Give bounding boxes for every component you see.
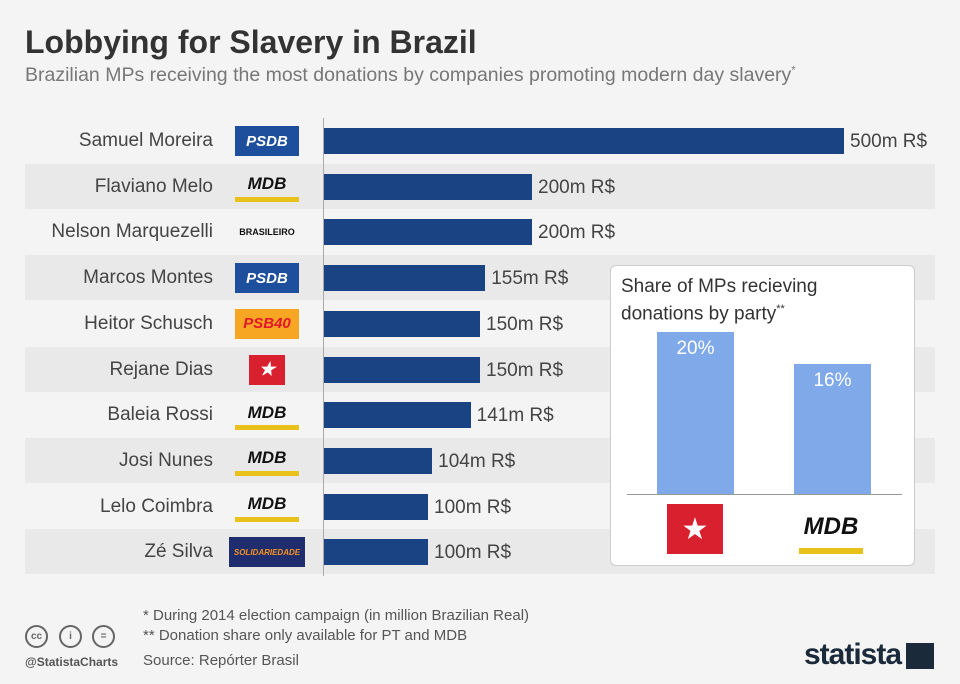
source: Source: Repórter Brasil <box>143 652 299 669</box>
bar <box>324 402 471 429</box>
bar <box>324 310 480 337</box>
value-label: 155m R$ <box>491 268 569 290</box>
cc-icon[interactable]: cc <box>25 625 48 648</box>
party-logo: MDB <box>235 172 299 202</box>
pt-logo: ★ <box>667 504 723 554</box>
mp-name: Heitor Schusch <box>84 312 213 334</box>
chart-title: Lobbying for Slavery in Brazil <box>25 24 477 60</box>
mp-name: Baleia Rossi <box>107 404 213 426</box>
bar-row: Nelson Marquezelli BRASILEIRO 200m R$ <box>25 209 935 254</box>
value-label: 200m R$ <box>538 222 616 244</box>
mp-name: Marcos Montes <box>83 267 213 289</box>
bar <box>324 173 532 200</box>
mdb-logo: MDB <box>799 506 863 554</box>
value-label: 104m R$ <box>438 450 516 472</box>
value-label: 200m R$ <box>538 176 616 198</box>
share-label: 16% <box>813 370 852 392</box>
bar <box>324 539 428 566</box>
mp-name: Lelo Coimbra <box>100 495 213 517</box>
party-logo: PSDB <box>235 263 299 294</box>
mp-name: Zé Silva <box>144 541 213 563</box>
party-share-inset: Share of MPs recieving donations by part… <box>610 265 915 566</box>
bar <box>324 265 486 292</box>
mp-name: Nelson Marquezelli <box>51 221 213 243</box>
share-label: 20% <box>676 338 715 359</box>
party-logo: MDB <box>235 492 299 522</box>
value-label: 100m R$ <box>434 542 512 564</box>
mp-name: Josi Nunes <box>119 449 213 471</box>
bar <box>324 493 428 520</box>
party-logo: BRASILEIRO <box>239 227 295 238</box>
party-logo: PSB40 <box>235 308 299 339</box>
value-label: 100m R$ <box>434 496 512 518</box>
value-label: 500m R$ <box>850 131 928 152</box>
bar-row: Heitor Schusch PSB40 150m R$ <box>25 301 935 346</box>
inset-title: Share of MPs recieving donations by part… <box>621 276 818 325</box>
share-bar <box>657 332 734 494</box>
bar-row: Lelo Coimbra MDB 100m R$ <box>25 484 935 529</box>
bar-row: Samuel Moreira PSDB 500m R$ <box>25 118 935 163</box>
attribution-icon[interactable]: i <box>59 625 82 648</box>
axis-line <box>323 118 324 576</box>
bar-row: Flaviano Melo MDB 200m R$ <box>25 163 935 209</box>
party-logo: ★ <box>249 354 285 385</box>
bar <box>324 128 844 154</box>
statista-logo-icon <box>906 643 934 669</box>
bar <box>324 447 433 474</box>
no-derivatives-icon[interactable]: = <box>92 625 115 648</box>
mp-name: Flaviano Melo <box>94 175 213 197</box>
bar-row: Baleia Rossi MDB 141m R$ <box>25 392 935 437</box>
footnote-1: * During 2014 election campaign (in mill… <box>143 607 530 624</box>
party-logo: SOLIDARIEDADE <box>229 537 305 568</box>
value-label: 141m R$ <box>476 405 554 427</box>
chart-subtitle: Brazilian MPs receiving the most donatio… <box>25 64 796 86</box>
party-logo: MDB <box>235 400 299 431</box>
twitter-handle[interactable]: @StatistaCharts <box>25 655 119 669</box>
share-bar <box>794 364 871 494</box>
bar <box>324 356 480 383</box>
statista-logo[interactable]: statista <box>804 638 902 671</box>
bar <box>324 219 532 246</box>
party-logo: MDB <box>235 446 299 476</box>
party-logo: PSDB <box>235 126 299 156</box>
inset-baseline <box>627 494 902 495</box>
value-label: 150m R$ <box>486 359 564 381</box>
mp-name: Samuel Moreira <box>78 130 213 151</box>
footnote-2: ** Donation share only available for PT … <box>143 627 468 644</box>
mp-name: Rejane Dias <box>109 358 214 380</box>
value-label: 150m R$ <box>486 313 564 335</box>
